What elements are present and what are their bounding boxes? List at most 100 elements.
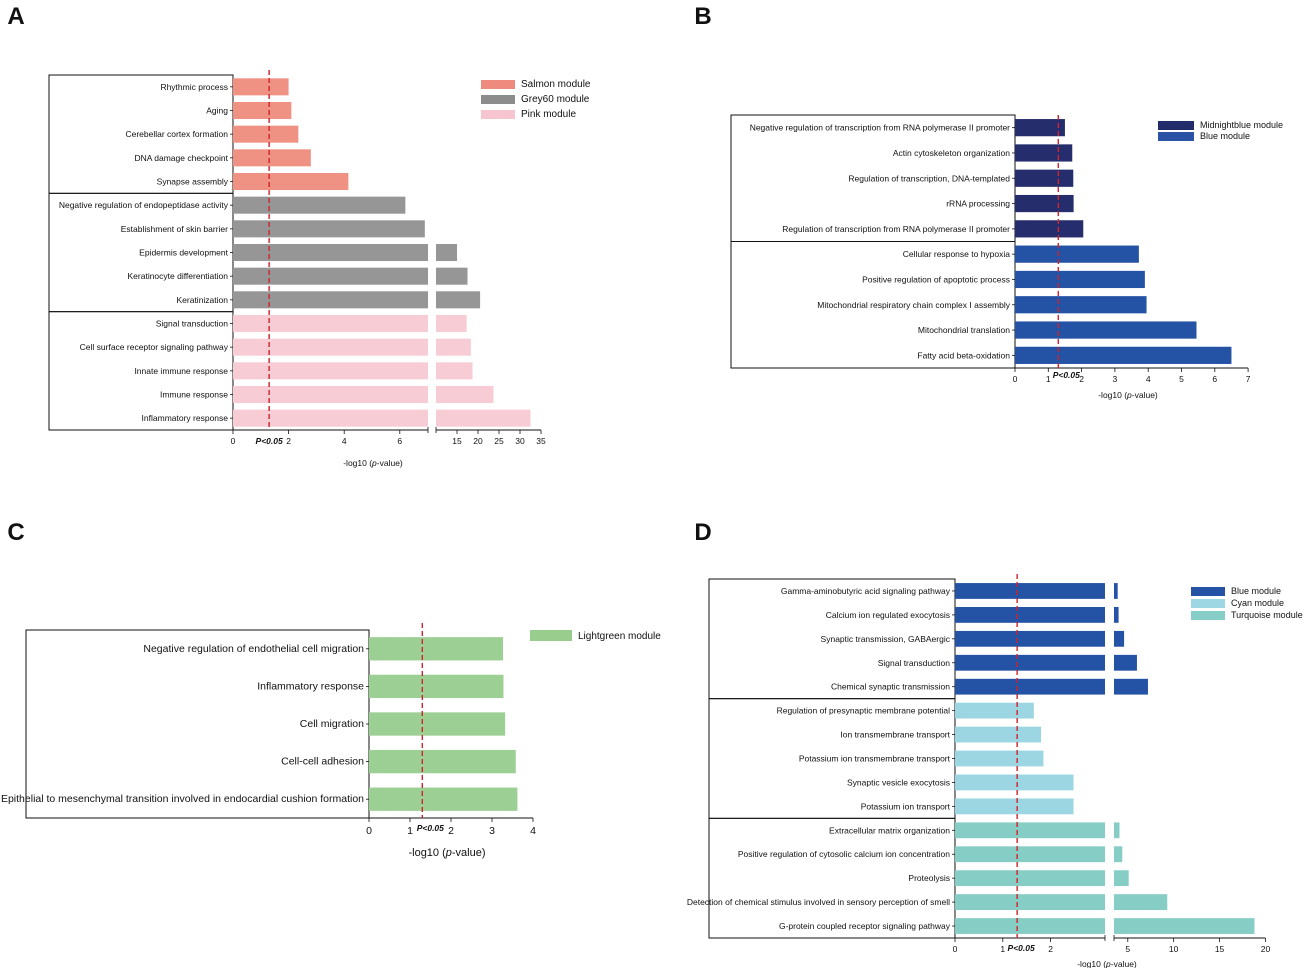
x-tick-label: 0 <box>366 825 372 837</box>
bar <box>955 774 1074 791</box>
pvalue-threshold-label: P<0.05 <box>1008 943 1035 953</box>
x-tick-label: 1 <box>1000 944 1005 954</box>
bar <box>233 314 428 333</box>
bar <box>955 894 1105 910</box>
chart-panel-A: Rhythmic process Aging Cerebellar cortex f… <box>48 70 591 468</box>
category-label: Aging <box>206 106 228 116</box>
category-label: Regulation of transcription from RNA pol… <box>782 224 1010 234</box>
x-tick-label: 2 <box>448 825 454 837</box>
bar <box>955 702 1034 719</box>
x-tick-label: 35 <box>536 436 546 446</box>
bar <box>1114 607 1119 623</box>
x-tick-label: 4 <box>1146 374 1151 384</box>
category-label: Innate immune response <box>134 366 228 376</box>
category-label: DNA damage checkpoint <box>134 153 228 163</box>
bar <box>369 749 516 774</box>
category-label: Synaptic transmission, GABAergic <box>821 634 951 644</box>
category-label: Calcium ion regulated exocytosis <box>826 610 950 620</box>
bar <box>1015 245 1139 263</box>
legend-label: Midnightblue module <box>1200 120 1283 130</box>
bar <box>1015 296 1147 314</box>
category-label: Positive regulation of apoptotic process <box>862 274 1010 284</box>
category-label: Gamma-aminobutyric acid signaling pathwa… <box>781 586 951 596</box>
category-label: Regulation of transcription, DNA-templat… <box>848 173 1010 183</box>
bar <box>436 243 457 262</box>
bar <box>1114 846 1123 863</box>
legend-swatch <box>481 110 515 119</box>
x-tick-label: 3 <box>489 825 495 837</box>
x-tick-label: 15 <box>1215 944 1225 954</box>
bar <box>233 220 425 238</box>
bar <box>1015 144 1073 162</box>
category-label: Actin cytoskeleton organization <box>893 148 1010 158</box>
x-tick-label: 25 <box>494 436 504 446</box>
x-tick-label: 0 <box>231 436 236 446</box>
bar <box>233 172 349 191</box>
category-label: Cell-cell adhesion <box>281 756 364 768</box>
legend-label: Cyan module <box>1231 598 1284 608</box>
category-label: Mitochondrial respiratory chain complex … <box>817 300 1010 310</box>
legend-swatch <box>1191 599 1225 608</box>
x-tick-label: 0 <box>953 944 958 954</box>
legend-label: Blue module <box>1231 586 1281 596</box>
bar <box>233 267 428 285</box>
category-label: Cellular response to hypoxia <box>903 249 1011 259</box>
category-label: Epithelial to mesenchymal transition inv… <box>1 793 364 805</box>
bar <box>955 630 1105 647</box>
bar <box>1015 169 1074 187</box>
panel-label-C: C <box>7 519 24 546</box>
pvalue-threshold-label: P<0.05 <box>256 436 283 446</box>
bar <box>233 78 289 96</box>
bar <box>955 726 1042 743</box>
panel-label-B: B <box>694 3 711 30</box>
bar <box>955 918 1105 934</box>
bar <box>1114 630 1125 647</box>
x-tick-label: 1 <box>407 825 413 837</box>
category-label: Potassium ion transmembrane transport <box>799 754 951 764</box>
legend-label: Turquoise module <box>1231 610 1303 620</box>
bar <box>233 385 428 404</box>
bar <box>233 149 311 167</box>
bar <box>436 314 467 333</box>
bar <box>436 385 494 404</box>
legend-label: Lightgreen module <box>578 631 661 642</box>
category-label: Cell migration <box>300 718 364 730</box>
category-label: Positive regulation of cytosolic calcium… <box>738 849 950 859</box>
category-label: Synapse assembly <box>157 177 229 187</box>
x-tick-label: 0 <box>1013 374 1018 384</box>
bar <box>233 196 406 214</box>
panel-label-A: A <box>7 3 24 30</box>
legend-swatch <box>481 80 515 89</box>
x-tick-label: 20 <box>1261 944 1271 954</box>
bar <box>436 409 531 427</box>
category-label: Cell surface receptor signaling pathway <box>80 342 229 352</box>
x-tick-label: 3 <box>1113 374 1118 384</box>
x-tick-label: 5 <box>1125 944 1130 954</box>
category-label: Proteolysis <box>908 873 950 883</box>
category-label: Rhythmic process <box>160 82 228 92</box>
bar <box>233 243 428 262</box>
category-label: Negative regulation of transcription fro… <box>750 123 1010 133</box>
category-label: Signal transduction <box>156 319 229 329</box>
category-label: Negative regulation of endopeptidase act… <box>59 200 229 210</box>
bar <box>233 362 428 380</box>
category-label: Establishment of skin barrier <box>121 224 228 234</box>
legend-swatch <box>1191 587 1225 596</box>
bar <box>369 674 504 699</box>
x-tick-label: 1 <box>1046 374 1051 384</box>
x-tick-label: 2 <box>1079 374 1084 384</box>
category-label: Inflammatory response <box>142 413 229 423</box>
category-label: Keratinocyte differentiation <box>128 271 229 281</box>
bar <box>955 798 1074 815</box>
x-tick-label: 30 <box>515 436 525 446</box>
bar <box>233 101 292 120</box>
x-tick-label: 2 <box>286 436 291 446</box>
legend-swatch <box>530 630 572 641</box>
bar <box>369 787 518 811</box>
bar <box>1015 346 1232 364</box>
legend-swatch <box>1158 121 1194 130</box>
x-tick-label: 10 <box>1169 944 1179 954</box>
category-label: Detection of chemical stimulus involved … <box>687 897 950 907</box>
pvalue-threshold-label: P<0.05 <box>1053 370 1080 380</box>
x-axis-label: -log10 (p-value) <box>1098 390 1158 400</box>
